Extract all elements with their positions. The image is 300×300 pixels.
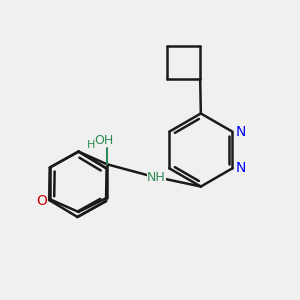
Text: O: O bbox=[37, 194, 47, 208]
Text: N: N bbox=[235, 125, 246, 139]
Text: OH: OH bbox=[94, 134, 114, 147]
Text: H: H bbox=[87, 140, 95, 150]
Text: NH: NH bbox=[147, 170, 166, 184]
Text: N: N bbox=[235, 161, 246, 175]
